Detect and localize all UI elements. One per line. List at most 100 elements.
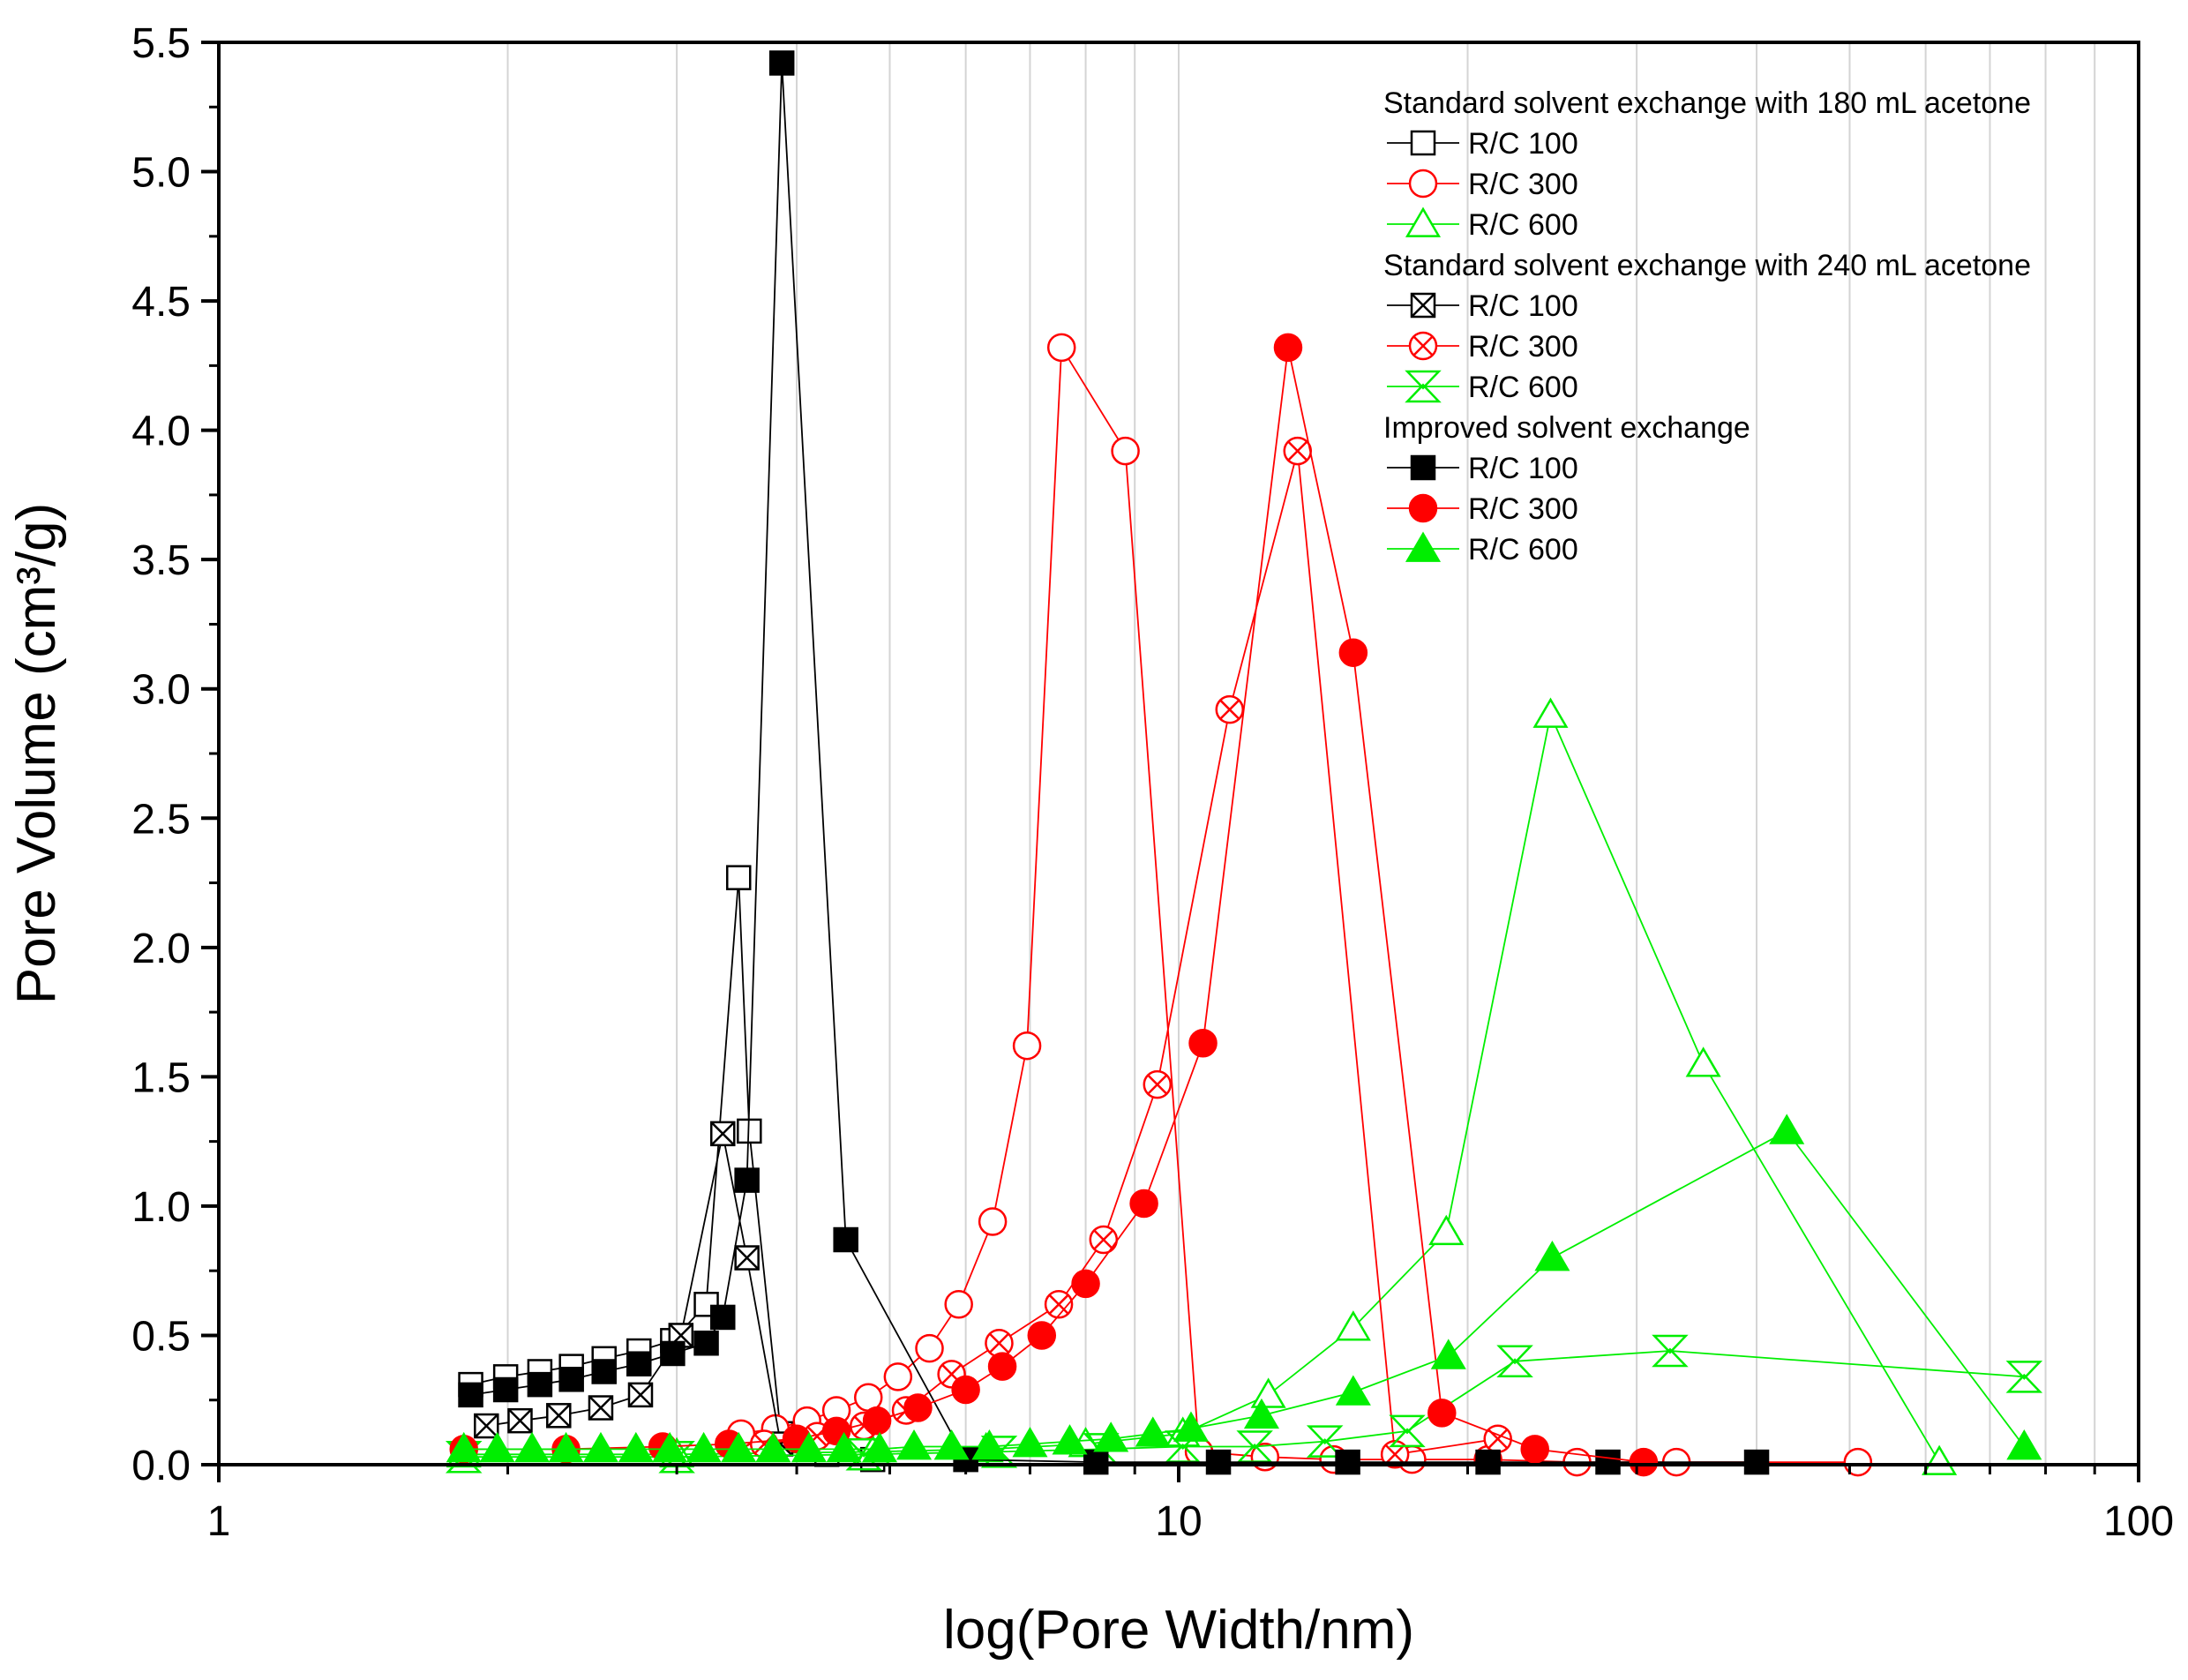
data-point <box>1496 1345 1533 1378</box>
data-point <box>588 1395 614 1421</box>
legend-marker <box>1408 169 1438 199</box>
data-point <box>915 1333 944 1363</box>
y-tick-label: 1.0 <box>131 1184 191 1231</box>
data-point <box>833 1226 858 1253</box>
data-point <box>721 1431 757 1463</box>
data-point <box>546 1403 572 1429</box>
data-point <box>1027 1321 1057 1350</box>
legend-label: R/C 600 <box>1468 208 1578 242</box>
data-point <box>582 1431 618 1463</box>
y-tick-labels: 0.0 0.5 1.0 1.5 2.0 2.5 3.0 3.5 4.0 4.5 5.0 5.5 <box>131 20 191 1489</box>
data-point <box>734 1245 760 1271</box>
data-point <box>1629 1447 1659 1477</box>
data-point <box>1430 1339 1466 1369</box>
legend-heading: Improved solvent exchange <box>1383 411 1750 445</box>
data-point <box>458 1382 483 1408</box>
legend-marker <box>1410 130 1436 156</box>
data-point <box>2005 1361 2043 1393</box>
data-point <box>507 1407 533 1434</box>
legend-marker <box>1408 493 1438 523</box>
legend-item: R/C 300 <box>1387 492 1578 526</box>
data-point <box>1046 333 1076 363</box>
data-point <box>987 1352 1017 1381</box>
y-tick-label: 5.0 <box>131 150 191 197</box>
legend-item: R/C 100 <box>1387 289 1578 323</box>
data-point <box>826 1431 862 1463</box>
legend-label: R/C 600 <box>1468 371 1578 404</box>
y-tick-label: 0.0 <box>131 1443 191 1489</box>
data-point <box>492 1376 519 1403</box>
legend-item: R/C 600 <box>1387 370 1578 404</box>
data-point <box>1520 1435 1549 1464</box>
legend-marker <box>1410 454 1436 481</box>
series-std180_rc100 <box>458 865 886 1473</box>
data-point <box>1427 1399 1457 1428</box>
series-imp_rc600 <box>446 1114 2042 1463</box>
legend-item: R/C 300 <box>1387 330 1578 364</box>
data-point <box>1652 1334 1689 1368</box>
data-point <box>1685 1046 1721 1077</box>
data-point <box>1769 1114 1805 1144</box>
data-point <box>951 1375 980 1405</box>
data-point <box>933 1429 970 1460</box>
data-point <box>725 865 752 890</box>
series-line <box>463 1350 2025 1459</box>
data-point <box>895 1429 933 1460</box>
data-point <box>1335 1375 1371 1406</box>
legend-marker <box>1405 370 1442 403</box>
data-point <box>1215 694 1244 724</box>
data-point <box>709 1121 736 1147</box>
y-tick-label: 3.0 <box>131 667 191 714</box>
series-line <box>740 344 1858 1463</box>
legend-label: R/C 100 <box>1468 127 1578 161</box>
legend-label: R/C 600 <box>1468 533 1578 566</box>
series-std240_rc300 <box>749 436 1512 1469</box>
x-axis-title: log(Pore Width/nm) <box>943 1600 1414 1661</box>
data-point <box>1532 697 1569 728</box>
series-std240_rc600 <box>445 1334 2043 1474</box>
data-point <box>1243 1398 1279 1429</box>
legend-label: R/C 300 <box>1468 492 1578 526</box>
legend-item: R/C 300 <box>1387 168 1578 201</box>
data-point <box>686 1431 722 1463</box>
data-point <box>1335 1310 1371 1341</box>
data-point <box>514 1431 551 1463</box>
legend-item: R/C 100 <box>1387 127 1578 161</box>
legend-marker <box>1405 531 1442 562</box>
data-point <box>1389 1414 1426 1448</box>
y-tick-label: 5.5 <box>131 20 191 67</box>
data-point <box>1306 1425 1344 1458</box>
y-tick-label: 4.0 <box>131 409 191 455</box>
data-point <box>755 1431 791 1463</box>
data-point <box>1052 1424 1088 1455</box>
data-point <box>1135 1416 1171 1447</box>
data-point <box>1089 1225 1119 1255</box>
data-point <box>944 1290 973 1319</box>
y-tick-label: 4.5 <box>131 279 191 326</box>
legend-label: R/C 300 <box>1468 168 1578 201</box>
legend-label: R/C 100 <box>1468 452 1578 485</box>
data-point <box>1335 1449 1360 1475</box>
data-point <box>527 1371 553 1398</box>
data-point <box>1143 1069 1173 1099</box>
data-point <box>591 1359 617 1384</box>
data-point <box>1283 436 1313 466</box>
y-tick-label: 0.5 <box>131 1313 191 1360</box>
legend: Standard solvent exchange with 180 mL ac… <box>1383 86 2031 566</box>
data-point <box>1083 1449 1109 1475</box>
legend-marker <box>1410 292 1436 319</box>
data-point <box>1595 1449 1621 1475</box>
data-point <box>1012 1031 1042 1061</box>
data-point <box>660 1340 686 1367</box>
data-point <box>1173 1411 1209 1442</box>
data-point <box>1428 1214 1465 1246</box>
data-point <box>1044 1290 1074 1319</box>
legend-item: R/C 600 <box>1387 206 1578 242</box>
data-point <box>479 1431 515 1463</box>
legend-heading: Standard solvent exchange with 240 mL ac… <box>1383 249 2031 282</box>
data-point <box>474 1413 499 1439</box>
legend-marker <box>1408 331 1438 361</box>
data-point <box>791 1431 828 1463</box>
x-tick-label: 1 <box>207 1498 231 1545</box>
data-point <box>1534 1241 1570 1271</box>
